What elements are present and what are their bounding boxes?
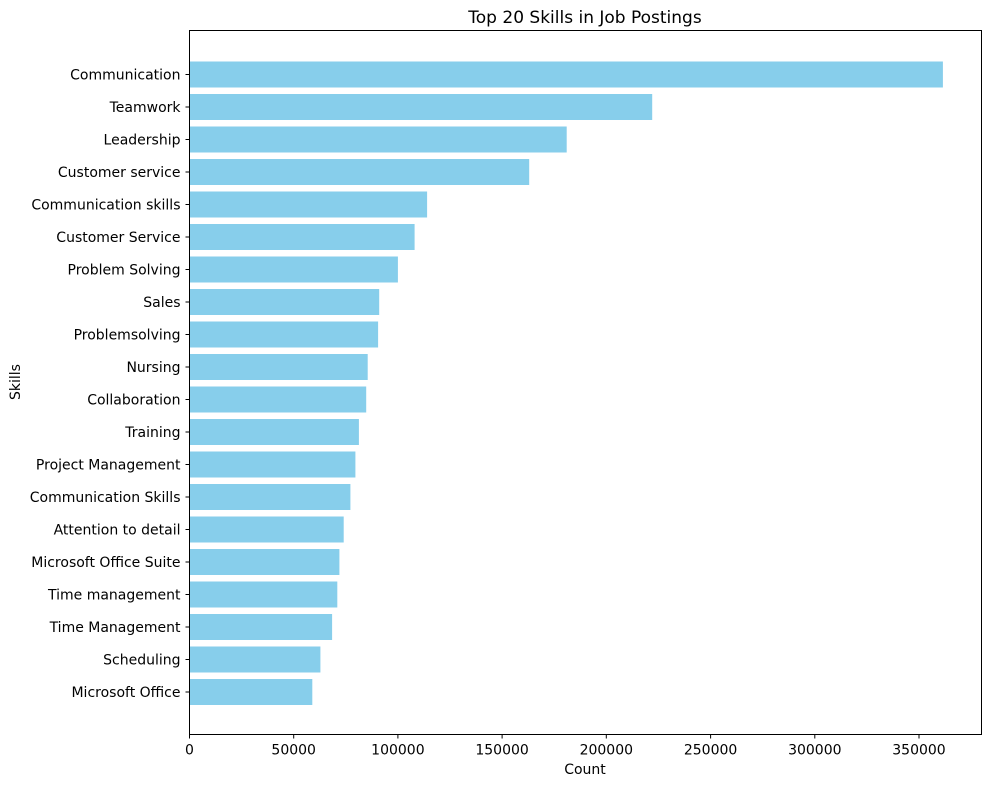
bar [189,321,379,348]
y-tick-label: Problemsolving [74,328,181,344]
bar [189,614,333,640]
bar [189,289,380,315]
x-tick-label: 50000 [271,743,316,759]
chart-title: Top 20 Skills in Job Postings [468,8,702,28]
bar [189,646,321,673]
x-tick-label: 200000 [580,743,633,759]
bar [189,256,398,283]
y-tick-label: Project Management [36,458,181,474]
bar [189,94,653,120]
bar [189,61,943,88]
y-tick-label: Training [124,425,180,441]
y-tick-label: Customer Service [56,230,180,246]
bar [189,484,351,510]
y-tick-label: Attention to detail [54,523,181,539]
y-tick-label: Problem Solving [68,263,181,279]
bar [189,354,368,380]
x-tick-label: 150000 [475,743,528,759]
bar [189,419,359,445]
y-tick-label: Communication skills [31,198,180,214]
y-tick-label: Communication [70,68,180,84]
bar [189,581,338,608]
y-tick-label: Time management [47,588,181,604]
x-tick-label: 300000 [788,743,841,759]
bar [189,516,344,543]
bar [189,386,367,413]
y-tick-label: Microsoft Office Suite [31,555,180,571]
plot-border [189,30,982,735]
y-tick-label: Nursing [126,360,180,376]
x-tick-label: 350000 [892,743,945,759]
bar [189,126,567,153]
y-tick-label: Teamwork [109,100,182,116]
x-tick-label: 0 [185,743,194,759]
y-tick-label: Time Management [49,620,181,636]
y-tick-label: Communication Skills [30,490,181,506]
y-tick-label: Sales [143,295,180,311]
x-axis-label: Count [564,762,606,778]
x-tick-label: 100000 [371,743,424,759]
bar [189,549,340,575]
y-tick-label: Leadership [104,133,181,149]
y-tick-label: Collaboration [87,393,180,409]
bar [189,224,415,250]
bar [189,159,530,185]
x-tick-label: 250000 [684,743,737,759]
bar [189,451,356,478]
bar [189,679,313,705]
y-tick-label: Microsoft Office [71,685,180,701]
bar [189,191,428,218]
y-tick-label: Scheduling [103,653,180,669]
y-tick-label: Customer service [58,165,181,181]
